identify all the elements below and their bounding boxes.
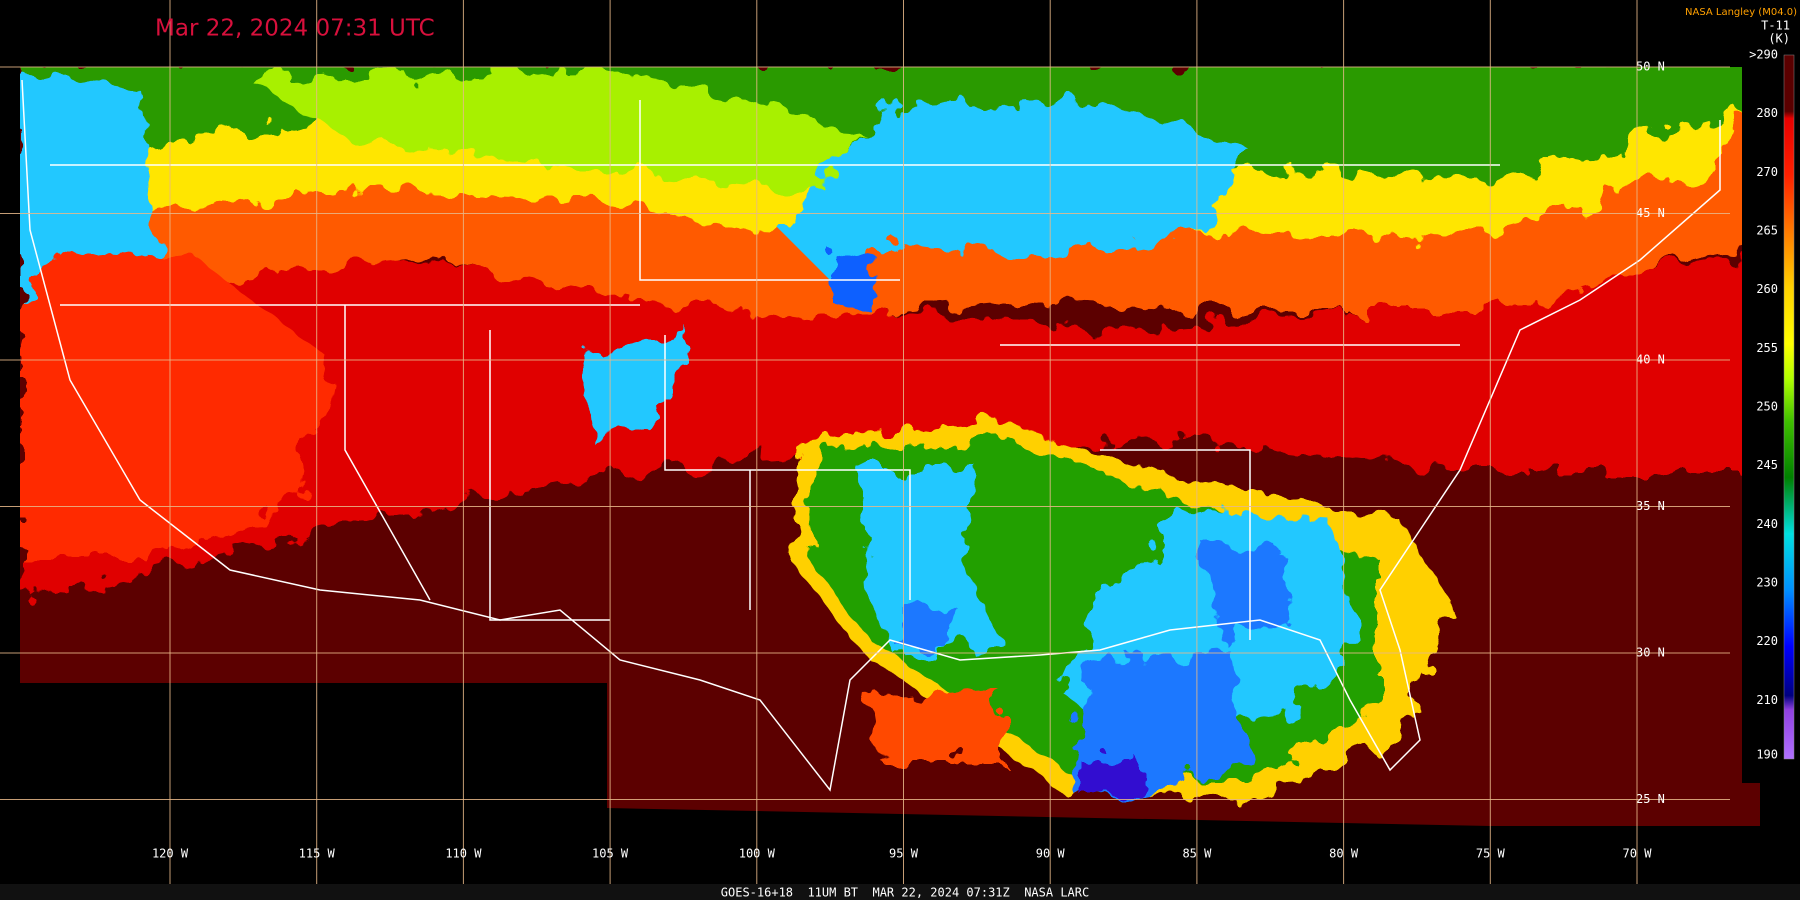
colorbar-label: 270 [1756,165,1778,179]
colorbar-label: 220 [1756,634,1778,648]
longitude-label: 75 W [1476,847,1506,861]
colorbar-label: 240 [1756,517,1778,531]
longitude-label: 100 W [739,847,776,861]
longitude-label: 95 W [889,847,919,861]
colorbar-label: >290 [1749,48,1778,62]
latitude-label: 50 N [1636,60,1665,74]
satellite-image [20,67,1760,826]
longitude-label: 70 W [1623,847,1653,861]
latitude-label: 45 N [1636,206,1665,220]
latitude-label: 35 N [1636,499,1665,513]
timestamp-title: Mar 22, 2024 07:31 UTC [155,16,435,42]
longitude-label: 80 W [1329,847,1359,861]
colorbar [1783,54,1795,760]
latitude-label: 25 N [1636,792,1665,806]
longitude-label: 120 W [152,847,189,861]
colorbar-label: 250 [1756,400,1778,414]
longitude-label: 90 W [1036,847,1066,861]
colorbar-label: 190 [1756,748,1778,762]
longitude-label: 85 W [1182,847,1212,861]
longitude-label: 110 W [445,847,482,861]
graticule: 50 N 45 N 40 N 35 N 30 N 25 N 120 W 115 W 110 W 1… [0,0,1730,884]
colorbar-label: 230 [1756,576,1778,590]
footer-bar [0,884,1800,900]
colorbar-label: 280 [1756,106,1778,120]
longitude-label: 105 W [592,847,629,861]
colorbar-label: 265 [1756,224,1778,238]
longitude-label: 115 W [299,847,336,861]
colorbar-title: T-11 [1761,19,1790,33]
footer: GOES-16+18 11UM BT MAR 22, 2024 07:31Z N… [721,886,1089,900]
colorbar-labels: >290 280 270 265 260 255 250 245 240 230 220 210 190 [1749,48,1778,762]
latitude-label: 40 N [1636,353,1665,367]
latitude-label: 30 N [1636,646,1665,660]
colorbar-label: 255 [1756,341,1778,355]
credit: NASA Langley (M04.0) [1685,7,1797,18]
colorbar-unit: (K) [1768,32,1790,46]
colorbar-label: 210 [1756,693,1778,707]
colorbar-label: 245 [1756,458,1778,472]
colorbar-label: 260 [1756,282,1778,296]
